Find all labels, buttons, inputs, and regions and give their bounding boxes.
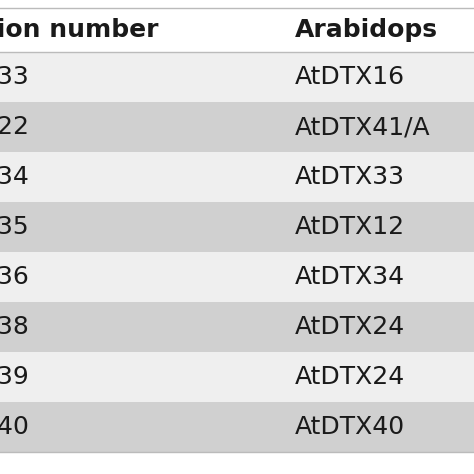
Text: 440: 440 (0, 415, 30, 439)
Text: AtDTX40: AtDTX40 (295, 415, 405, 439)
Bar (0, 402, 474, 452)
Text: 433: 433 (0, 65, 30, 89)
Text: 422: 422 (0, 115, 30, 139)
Bar (0, 102, 474, 152)
Bar (0, 202, 474, 252)
Bar (0, 302, 474, 352)
Text: 436: 436 (0, 265, 30, 289)
Text: AtDTX12: AtDTX12 (295, 215, 405, 239)
Text: AtDTX16: AtDTX16 (295, 65, 405, 89)
Bar (0, 352, 474, 402)
Text: AtDTX34: AtDTX34 (295, 265, 405, 289)
Text: sion number: sion number (0, 18, 158, 42)
Text: 439: 439 (0, 365, 30, 389)
Text: AtDTX41/A: AtDTX41/A (295, 115, 430, 139)
Text: AtDTX24: AtDTX24 (295, 315, 405, 339)
Bar (0, 252, 474, 302)
Text: 435: 435 (0, 215, 29, 239)
Bar (0, 8, 474, 52)
Bar (0, 152, 474, 202)
Text: AtDTX33: AtDTX33 (295, 165, 405, 189)
Text: Arabidops: Arabidops (295, 18, 438, 42)
Text: AtDTX24: AtDTX24 (295, 365, 405, 389)
Text: 434: 434 (0, 165, 30, 189)
Text: 438: 438 (0, 315, 30, 339)
Bar (0, 52, 474, 102)
